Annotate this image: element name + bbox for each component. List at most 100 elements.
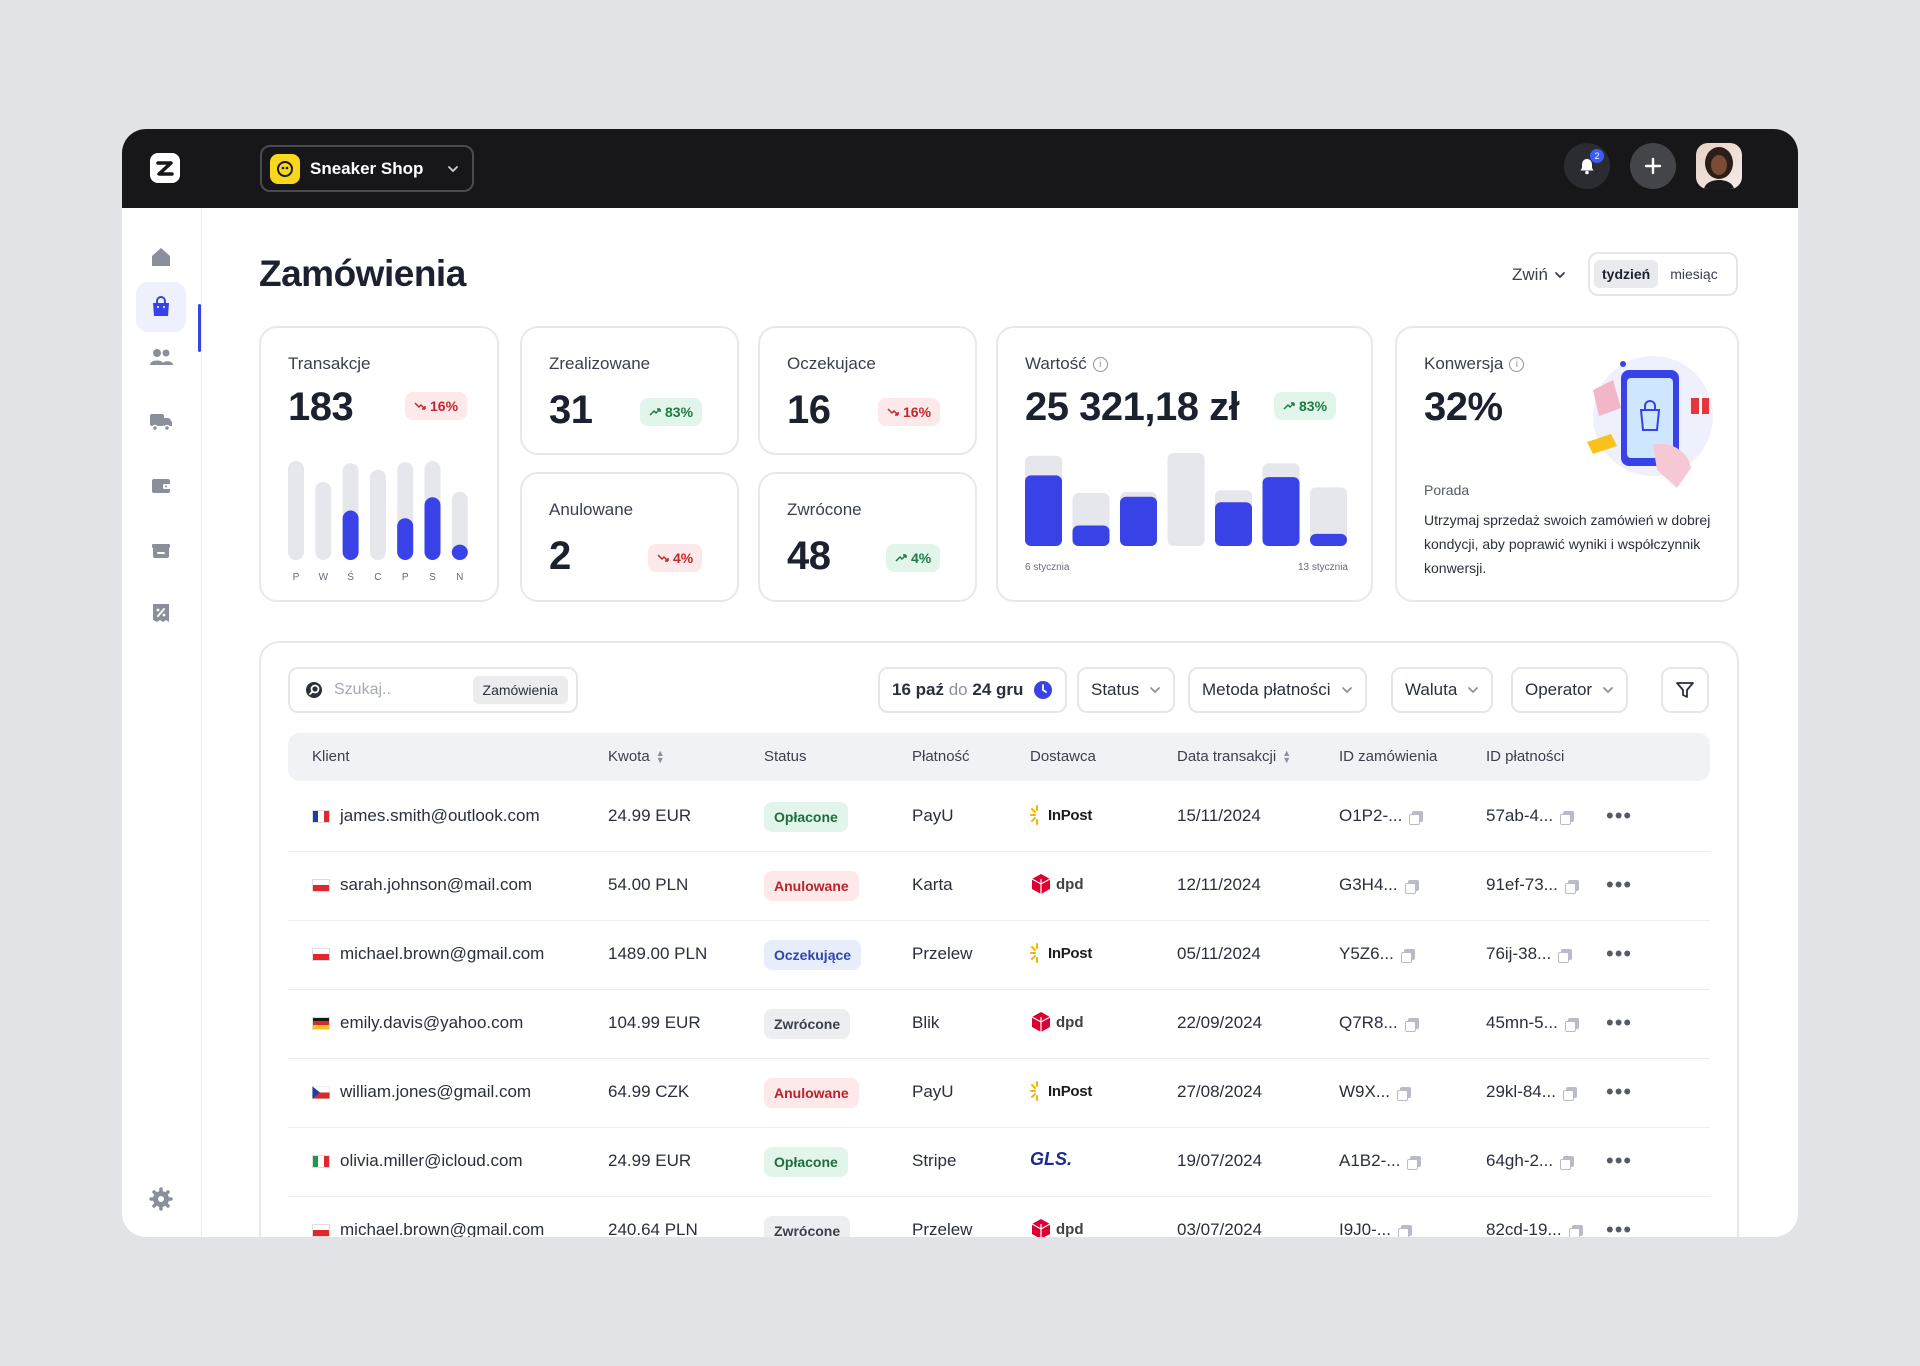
bar-track xyxy=(1167,453,1205,546)
sidebar-item-customers[interactable] xyxy=(136,332,186,382)
row-menu-button[interactable]: ••• xyxy=(1606,803,1633,828)
sidebar-item-settings[interactable] xyxy=(136,1174,186,1224)
copy-icon[interactable] xyxy=(1404,879,1419,894)
bar-track xyxy=(369,469,386,560)
date-separator: do xyxy=(948,680,968,699)
client-email[interactable]: william.jones@gmail.com xyxy=(340,1082,532,1101)
client-email[interactable]: james.smith@outlook.com xyxy=(340,806,540,825)
filter-label: Status xyxy=(1091,680,1140,699)
stat-label: Zwrócone xyxy=(787,500,862,519)
operator-filter[interactable]: Operator xyxy=(1511,667,1629,713)
client-email[interactable]: olivia.miller@icloud.com xyxy=(340,1151,523,1170)
row-menu-button[interactable]: ••• xyxy=(1606,872,1633,897)
copy-icon[interactable] xyxy=(1400,948,1415,963)
client-email[interactable]: sarah.johnson@mail.com xyxy=(340,875,533,894)
row-menu-button[interactable]: ••• xyxy=(1606,941,1633,966)
stat-card-transakcje: Transakcje 183 16% P W Ś C P S N xyxy=(259,326,499,602)
carrier-name: dpd xyxy=(1056,1013,1084,1031)
payment-id-cell: 45mn-5... xyxy=(1486,1013,1579,1033)
table-row[interactable]: michael.brown@gmail.com 1489.00 PLN Oczeku… xyxy=(288,921,1710,990)
table-row[interactable]: emily.davis@yahoo.com 104.99 EUR Zwrócone B… xyxy=(288,990,1710,1059)
order-id-cell: Y5Z6... xyxy=(1339,944,1415,964)
advanced-filter-button[interactable] xyxy=(1661,667,1709,713)
column-header-payment[interactable]: Płatność xyxy=(912,748,970,765)
info-icon[interactable]: i xyxy=(1092,356,1108,372)
copy-icon[interactable] xyxy=(1562,1086,1577,1101)
table-row[interactable]: michael.brown@gmail.com 240.64 PLN Zwrócon… xyxy=(288,1197,1710,1237)
table-row[interactable]: james.smith@outlook.com 24.99 EUR Opłacone… xyxy=(288,783,1710,852)
chevron-down-icon xyxy=(1555,272,1565,279)
notifications-button[interactable]: 2 xyxy=(1564,143,1610,189)
search-input[interactable]: Szukaj.. xyxy=(334,681,391,698)
status-filter[interactable]: Status xyxy=(1077,667,1176,713)
row-menu-button[interactable]: ••• xyxy=(1606,1148,1633,1173)
payment-cell: PayU xyxy=(912,806,954,825)
copy-icon[interactable] xyxy=(1560,1155,1575,1170)
stat-value: 2 xyxy=(549,534,571,578)
row-menu-button[interactable]: ••• xyxy=(1606,1010,1633,1035)
carrier-cell: dpd xyxy=(1030,873,1084,895)
date-cell: 05/11/2024 xyxy=(1177,944,1261,963)
status-badge: Opłacone xyxy=(764,802,848,832)
currency-filter[interactable]: Waluta xyxy=(1391,667,1494,713)
row-menu-button[interactable]: ••• xyxy=(1606,1217,1633,1237)
column-header-amount[interactable]: Kwota ▲ ▼ xyxy=(608,748,665,765)
sidebar-item-payments[interactable] xyxy=(136,460,186,510)
flag-icon xyxy=(312,1223,330,1237)
column-header-payment-id[interactable]: ID płatności xyxy=(1486,748,1564,765)
sidebar-item-shipping[interactable] xyxy=(136,396,186,446)
column-header-client[interactable]: Klient xyxy=(312,748,350,765)
copy-icon[interactable] xyxy=(1397,1224,1412,1237)
sidebar-item-products[interactable] xyxy=(136,524,186,574)
carrier-cell: InPost xyxy=(1030,1080,1092,1102)
sidebar-item-discounts[interactable] xyxy=(136,588,186,638)
user-avatar[interactable] xyxy=(1696,143,1742,189)
table-row[interactable]: sarah.johnson@mail.com 54.00 PLN Anulowane… xyxy=(288,852,1710,921)
info-icon[interactable]: i xyxy=(1509,356,1525,372)
collapse-toggle[interactable]: Zwiń xyxy=(1512,265,1566,285)
bar-track xyxy=(451,491,468,560)
copy-icon[interactable] xyxy=(1409,810,1424,825)
client-cell: william.jones@gmail.com xyxy=(312,1082,531,1102)
change-value: 16% xyxy=(430,398,459,414)
carrier-name: dpd xyxy=(1056,875,1084,893)
payment-method-filter[interactable]: Metoda płatności xyxy=(1188,667,1367,713)
period-option-month[interactable]: miesiąc xyxy=(1670,266,1718,282)
table-row[interactable]: olivia.miller@icloud.com 24.99 EUR Opłacon… xyxy=(288,1128,1710,1197)
client-email[interactable]: michael.brown@gmail.com xyxy=(340,944,545,963)
column-header-order-id[interactable]: ID zamówienia xyxy=(1339,748,1437,765)
copy-icon[interactable] xyxy=(1564,1017,1579,1032)
sidebar-item-orders[interactable] xyxy=(136,282,186,332)
copy-icon[interactable] xyxy=(1564,879,1579,894)
copy-icon[interactable] xyxy=(1560,810,1575,825)
period-option-week[interactable]: tydzień xyxy=(1594,260,1659,288)
search-box[interactable]: Szukaj.. Zamówienia xyxy=(288,667,578,713)
carrier-cell: InPost xyxy=(1030,942,1092,964)
date-cell: 19/07/2024 xyxy=(1177,1151,1263,1170)
day-label: S xyxy=(429,572,436,583)
add-button[interactable] xyxy=(1630,143,1676,189)
flag-icon xyxy=(312,878,330,892)
sort-icon: ▲ ▼ xyxy=(655,747,665,765)
client-email[interactable]: michael.brown@gmail.com xyxy=(340,1220,545,1237)
copy-icon[interactable] xyxy=(1397,1086,1412,1101)
table-row[interactable]: william.jones@gmail.com 64.99 CZK Anulowan… xyxy=(288,1059,1710,1128)
column-header-carrier[interactable]: Dostawca xyxy=(1030,748,1096,765)
copy-icon[interactable] xyxy=(1558,948,1573,963)
column-header-date[interactable]: Data transakcji ▲ ▼ xyxy=(1177,748,1291,765)
copy-icon[interactable] xyxy=(1407,1155,1422,1170)
search-scope-tag[interactable]: Zamówienia xyxy=(472,676,568,704)
client-email[interactable]: emily.davis@yahoo.com xyxy=(340,1013,524,1032)
app-logo[interactable] xyxy=(150,153,180,183)
row-menu-button[interactable]: ••• xyxy=(1606,1079,1633,1104)
carrier-name: dpd xyxy=(1056,1220,1084,1238)
column-header-status[interactable]: Status xyxy=(764,748,807,765)
day-label: P xyxy=(402,572,409,583)
sidebar-item-home[interactable] xyxy=(136,232,186,282)
copy-icon[interactable] xyxy=(1568,1224,1583,1237)
copy-icon[interactable] xyxy=(1404,1017,1419,1032)
shop-switcher[interactable]: Sneaker Shop xyxy=(260,145,474,192)
tip-title: Porada xyxy=(1424,482,1470,498)
amount-cell: 1489.00 PLN xyxy=(608,944,708,963)
date-range-filter[interactable]: 16 paź do 24 gru xyxy=(878,667,1068,713)
